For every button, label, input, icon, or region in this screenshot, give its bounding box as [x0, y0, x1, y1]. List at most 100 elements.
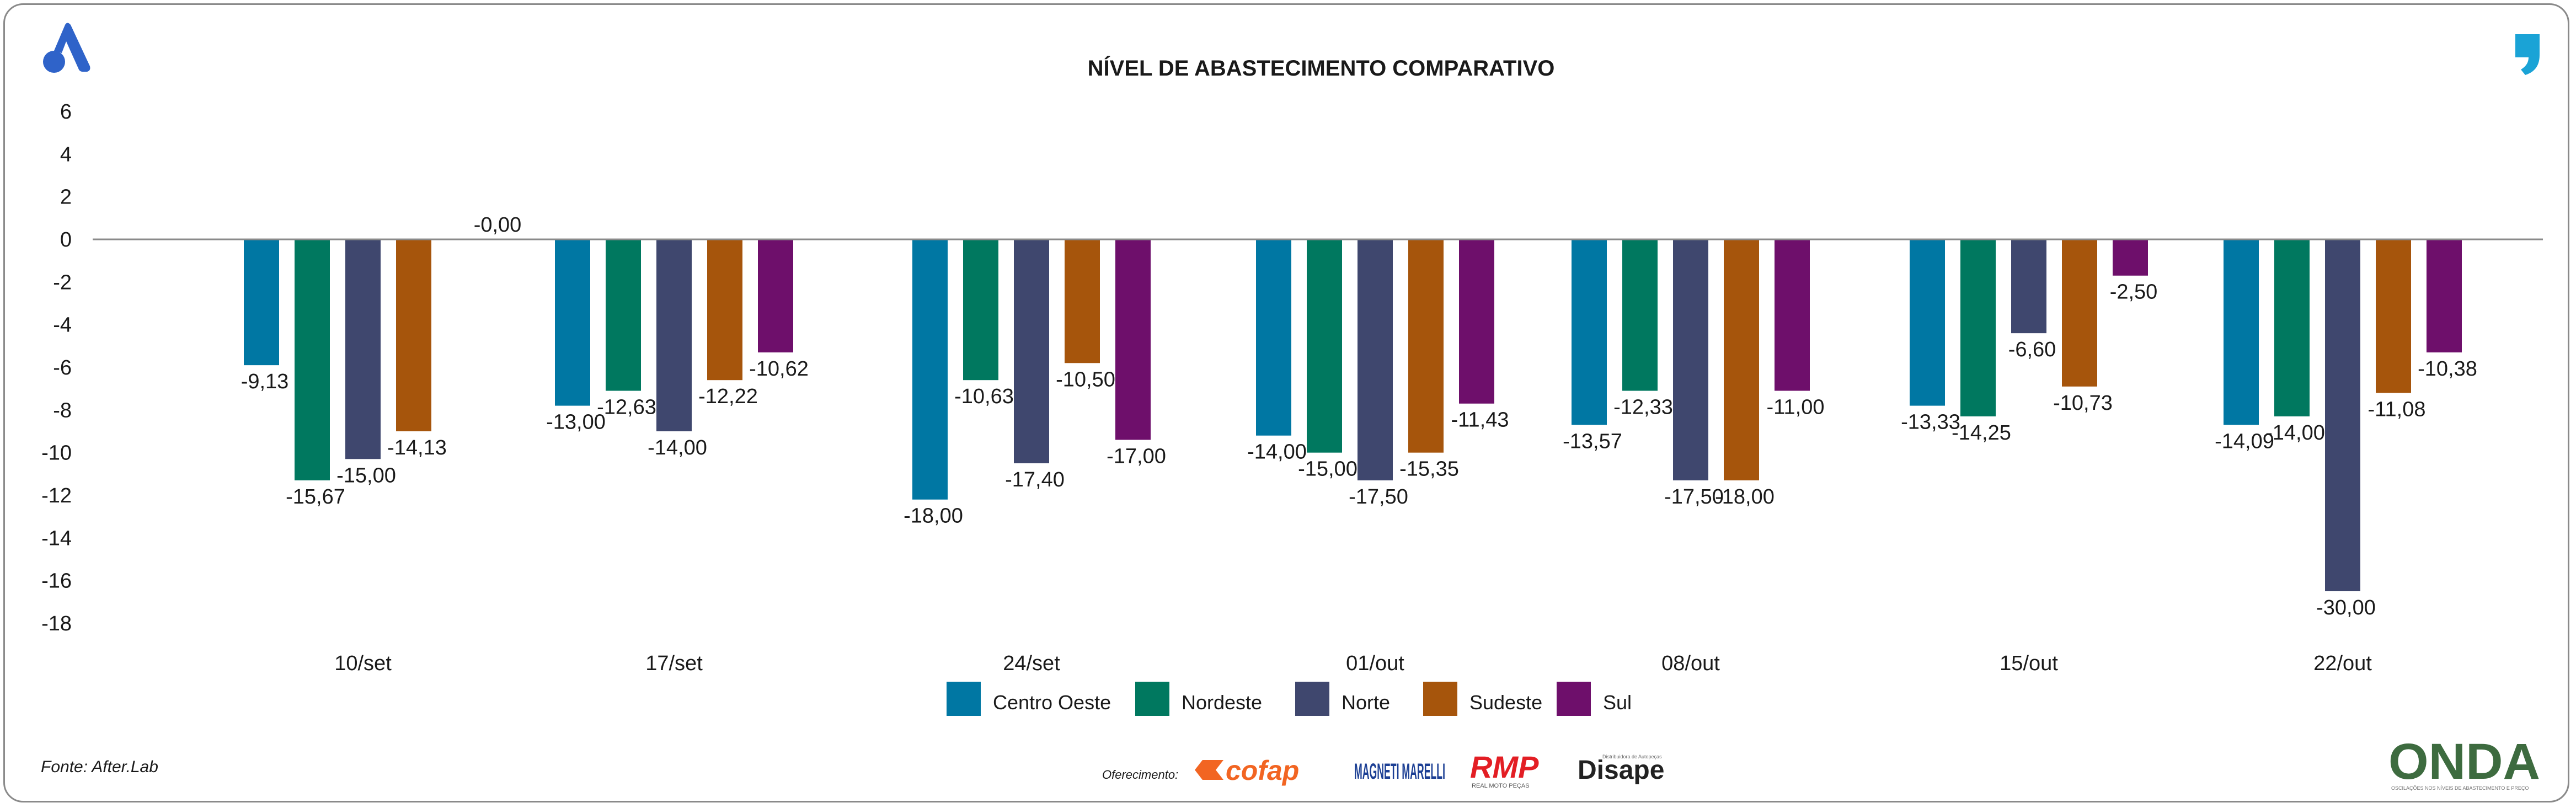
data-label: -17,50 — [1349, 485, 1408, 509]
bar-centro-oeste — [244, 239, 279, 366]
data-label: -2,50 — [2110, 281, 2158, 304]
bar-centro-oeste — [2224, 239, 2259, 425]
y-tick-label: -10 — [41, 442, 72, 465]
bar-centro-oeste — [555, 239, 590, 406]
x-tick-label: 10/set — [334, 652, 392, 675]
bar-nordeste — [2274, 239, 2310, 416]
data-label: -10,63 — [954, 385, 1014, 408]
data-label: -14,13 — [387, 436, 447, 459]
bar-sul — [1115, 239, 1151, 440]
data-label: -17,50 — [1664, 485, 1724, 509]
data-label: -10,38 — [2418, 357, 2477, 381]
cofap-logo-text: cofap — [1226, 755, 1299, 786]
bar-centro-oeste — [1572, 239, 1607, 425]
bars — [244, 239, 2462, 591]
x-tick-label: 24/set — [1003, 652, 1060, 675]
data-label: -10,62 — [749, 357, 809, 381]
chart-title: NÍVEL DE ABASTECIMENTO COMPARATIVO — [1088, 56, 1555, 81]
bar-nordeste — [295, 239, 330, 480]
bar-norte — [1014, 239, 1049, 463]
rmp-logo-tagline: REAL MOTO PEÇAS — [1472, 783, 1530, 789]
y-tick-label: -18 — [41, 612, 72, 635]
sponsor-label: Oferecimento: — [1102, 768, 1178, 782]
bar-norte — [656, 239, 692, 431]
data-label: -10,73 — [2053, 392, 2113, 415]
bar-nordeste — [1960, 239, 1996, 416]
legend-label: Norte — [1342, 691, 1390, 714]
legend-swatch — [1557, 682, 1591, 716]
x-tick-label: 22/out — [2313, 652, 2372, 675]
bar-sul — [1459, 239, 1494, 404]
data-label: -0,00 — [474, 213, 522, 237]
bar-nordeste — [1307, 239, 1342, 453]
disape-logo: Disape Distribuidora de Autopeças — [1578, 754, 1664, 785]
disape-logo-tagline: Distribuidora de Autopeças — [1602, 754, 1662, 759]
data-label: -14,25 — [1952, 421, 2011, 445]
x-tick-label: 08/out — [1661, 652, 1720, 675]
legend-label: Sul — [1603, 691, 1632, 714]
bar-norte — [1358, 239, 1393, 480]
legend-label: Sudeste — [1469, 691, 1542, 714]
data-label: -13,57 — [1563, 430, 1622, 453]
x-tick-label: 15/out — [2000, 652, 2058, 675]
data-label: -12,22 — [698, 385, 758, 408]
y-tick-label: -4 — [53, 314, 72, 337]
bar-nordeste — [1622, 239, 1658, 391]
disape-logo-text: Disape — [1578, 756, 1664, 785]
data-label: -6,60 — [2008, 338, 2056, 361]
data-label: -13,33 — [1901, 411, 1960, 434]
bar-centro-oeste — [1910, 239, 1945, 406]
rmp-logo-text: RMP — [1470, 750, 1539, 784]
data-label: -14,00 — [648, 436, 707, 459]
data-label: -14,00 — [1247, 441, 1307, 464]
bar-nordeste — [606, 239, 641, 391]
legend-item: Norte — [1295, 682, 1390, 716]
data-label: -14,09 — [2215, 430, 2274, 453]
y-tick-label: -8 — [53, 399, 72, 422]
brand-logo-icon — [43, 23, 90, 73]
legend-item: Sudeste — [1423, 682, 1542, 716]
bar-norte — [2011, 239, 2046, 334]
data-label: -18,00 — [1715, 485, 1775, 509]
bar-sudeste — [707, 239, 742, 381]
legend-item: Sul — [1557, 682, 1632, 716]
data-label: -17,40 — [1005, 468, 1065, 491]
bar-sudeste — [2376, 239, 2411, 393]
bar-centro-oeste — [1256, 239, 1291, 436]
data-label: -17,00 — [1107, 445, 1166, 468]
data-label: -18,00 — [904, 505, 963, 528]
bar-norte — [1673, 239, 1708, 480]
y-tick-label: -14 — [41, 527, 72, 550]
legend-swatch — [1135, 682, 1169, 716]
bar-sudeste — [396, 239, 431, 431]
onda-logo-tagline: OSCILAÇÕES NOS NÍVEIS DE ABASTECIMENTO E… — [2391, 785, 2529, 791]
bar-sul — [2113, 239, 2148, 276]
data-label: -15,00 — [336, 464, 396, 487]
legend-item: Centro Oeste — [947, 682, 1111, 716]
bar-norte — [2325, 239, 2360, 591]
data-label: -11,43 — [1451, 409, 1509, 432]
quote-icon — [2515, 34, 2540, 75]
legend-swatch — [1295, 682, 1329, 716]
onda-logo-text: ONDA — [2388, 734, 2540, 790]
data-label: -13,00 — [546, 411, 606, 434]
onda-logo: ONDA OSCILAÇÕES NOS NÍVEIS DE ABASTECIME… — [2388, 734, 2540, 791]
legend-swatch — [947, 682, 981, 716]
data-label: -15,35 — [1399, 458, 1459, 481]
bar-sul — [758, 239, 793, 352]
legend-swatch — [1423, 682, 1457, 716]
y-tick-label: 2 — [60, 186, 72, 209]
bar-sudeste — [2062, 239, 2097, 387]
y-tick-label: -16 — [41, 570, 72, 593]
cofap-logo: cofap — [1195, 755, 1299, 786]
bar-sudeste — [1724, 239, 1759, 480]
data-label: -9,13 — [241, 370, 289, 393]
bar-sudeste — [1065, 239, 1100, 363]
legend: Centro Oeste Nordeste Norte Sudeste Sul — [947, 682, 1632, 716]
value-labels: -9,13-15,67-15,00-14,13-0,00-13,00-12,63… — [241, 213, 2477, 619]
y-tick-label: -2 — [53, 271, 72, 294]
data-label: -11,00 — [1767, 396, 1825, 419]
bar-sudeste — [1408, 239, 1444, 453]
data-label: -10,50 — [1056, 368, 1115, 391]
